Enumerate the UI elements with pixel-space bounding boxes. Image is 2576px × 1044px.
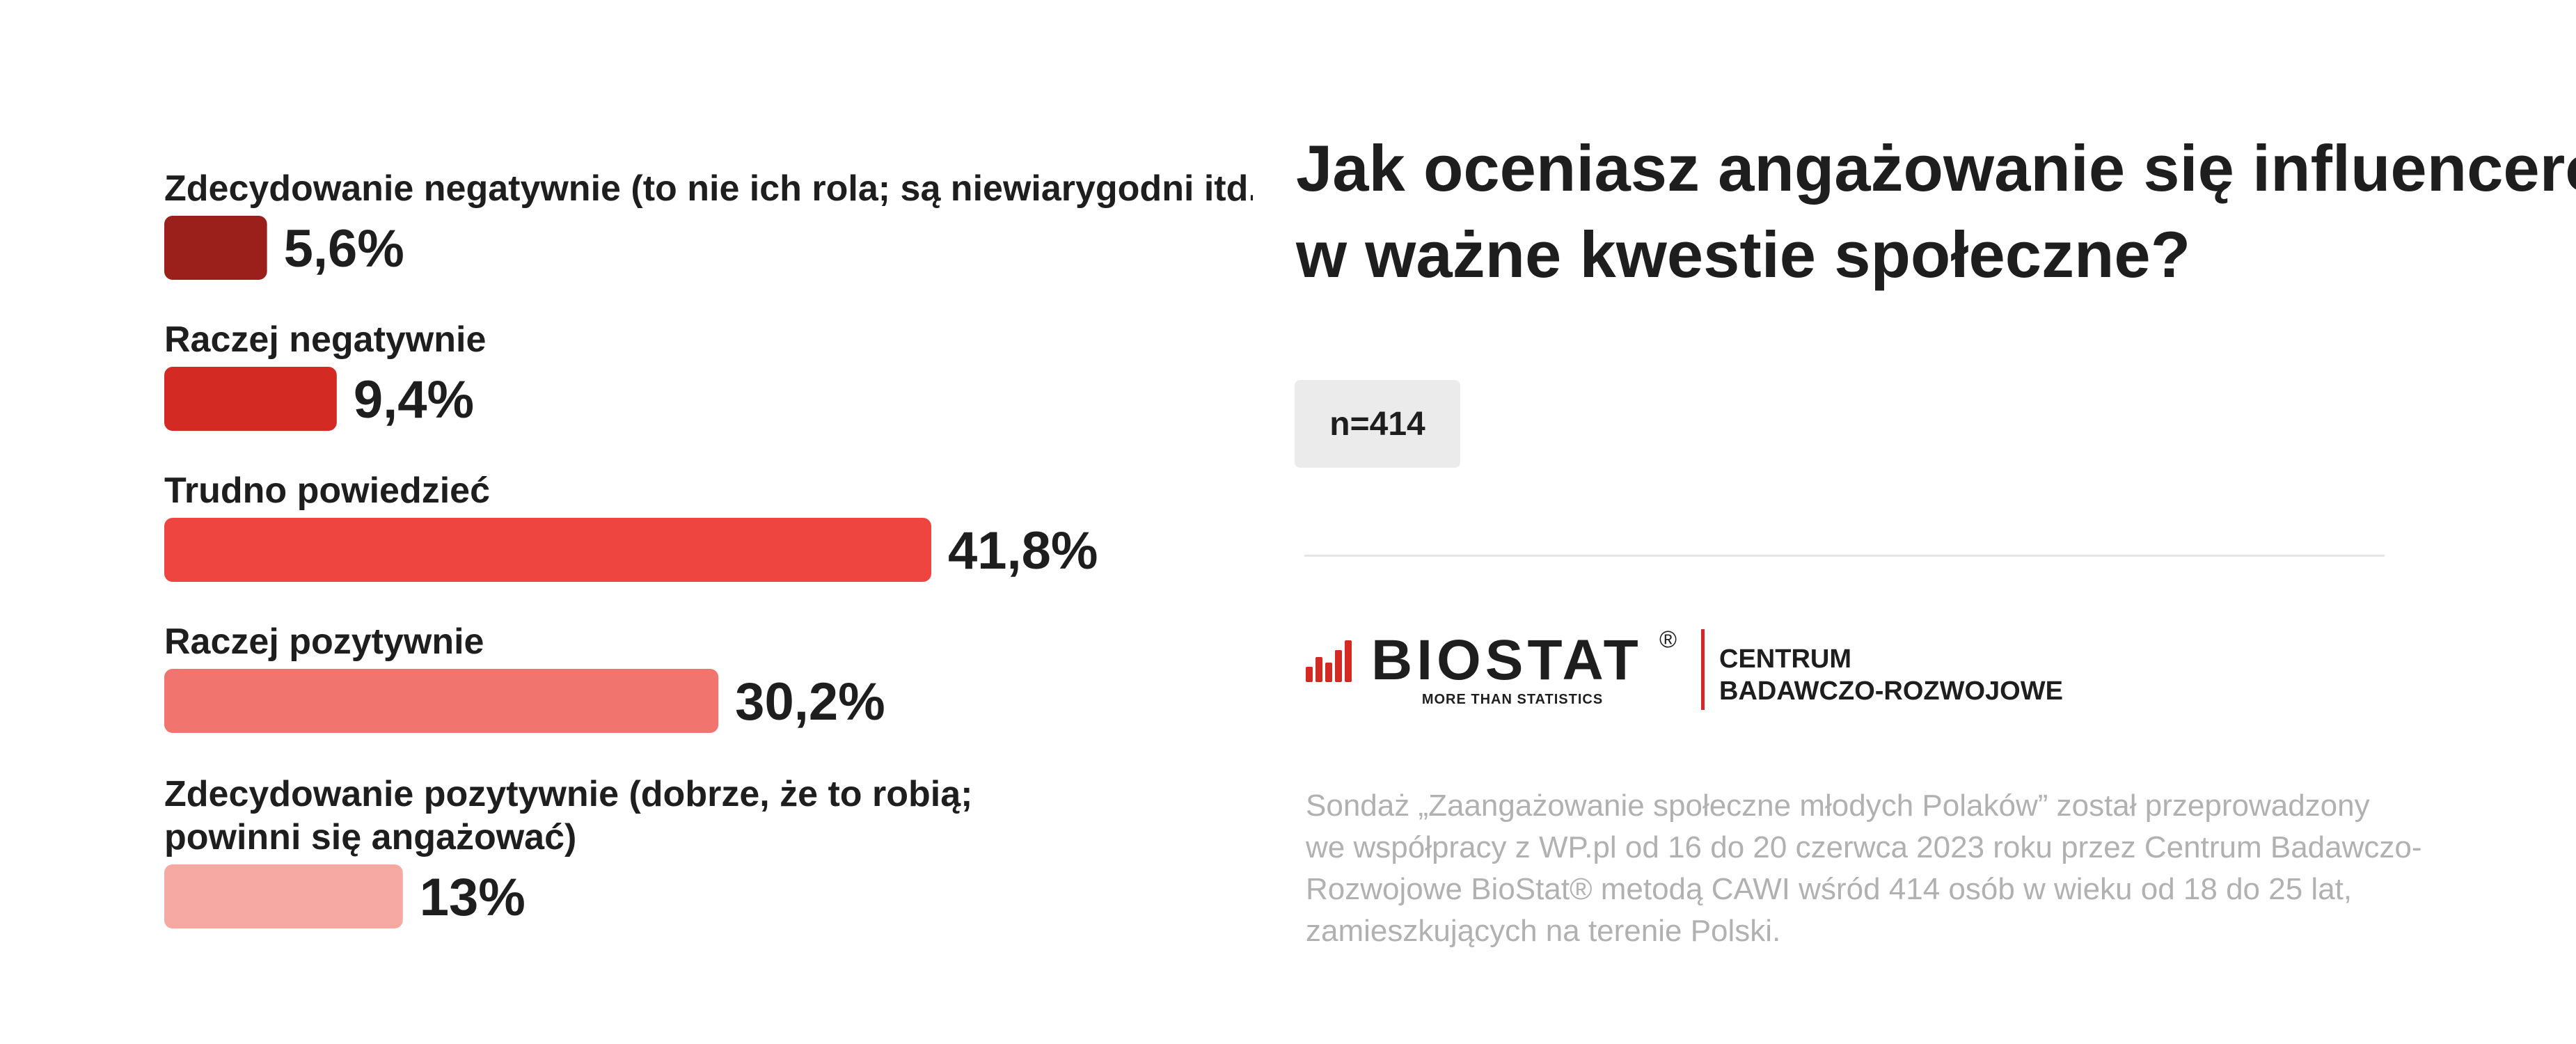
value-label: 9,4%: [354, 370, 474, 429]
bar: [164, 669, 719, 733]
category-label: Zdecydowanie negatywnie (to nie ich rola…: [164, 168, 1253, 209]
bar-chart: Zdecydowanie negatywnie (to nie ich rola…: [164, 168, 1253, 928]
footnote-line: we współpracy z WP.pl od 16 do 20 czerwc…: [1306, 830, 2422, 864]
category-label: Raczej pozytywnie: [164, 622, 484, 662]
category-label: Trudno powiedzieć: [164, 470, 490, 511]
logo-separator: [1701, 629, 1705, 710]
logo-centrum-line: CENTRUM: [1719, 644, 1851, 674]
bar: [164, 216, 267, 280]
value-label: 13%: [420, 868, 526, 927]
divider: [1304, 555, 2385, 557]
chart-title-line: Jak oceniasz angażowanie się influenceró…: [1296, 132, 2576, 205]
bar: [164, 367, 337, 431]
value-label: 5,6%: [284, 219, 404, 278]
registered-mark: ®: [1659, 626, 1677, 653]
logo-centrum-line: BADAWCZO-ROZWOJOWE: [1719, 677, 2063, 706]
footnote-line: zamieszkujących na terenie Polski.: [1306, 914, 1781, 948]
value-label: 41,8%: [948, 521, 1098, 580]
bar: [164, 518, 931, 582]
logo-tagline: MORE THAN STATISTICS: [1421, 692, 1604, 707]
category-label: powinni się angażować): [164, 817, 576, 857]
value-label: 30,2%: [735, 672, 885, 731]
logo-centrum-text: CENTRUM BADAWCZO-ROZWOJOWE: [1719, 643, 2063, 707]
biostat-bars-icon: [1306, 640, 1352, 682]
footnote-line: Rozwojowe BioStat® metodą CAWI wśród 414…: [1306, 872, 2353, 906]
sample-size-badge: n=414: [1295, 380, 1460, 468]
category-label: Zdecydowanie pozytywnie (dobrze, że to r…: [164, 774, 972, 814]
chart-title: Jak oceniasz angażowanie się influenceró…: [1296, 125, 2576, 298]
chart-title-line: w ważne kwestie społeczne?: [1296, 218, 2191, 291]
footnote-line: Sondaż „Zaangażowanie społeczne młodych …: [1306, 789, 2370, 823]
logo-wordmark: BIOSTAT: [1371, 628, 1643, 692]
bar: [164, 864, 403, 928]
survey-footnote: Sondaż „Zaangażowanie społeczne młodych …: [1306, 785, 2422, 952]
category-label: Raczej negatywnie: [164, 319, 486, 360]
biostat-logo: BIOSTAT ® MORE THAN STATISTICS CENTRUM B…: [1306, 626, 2071, 717]
